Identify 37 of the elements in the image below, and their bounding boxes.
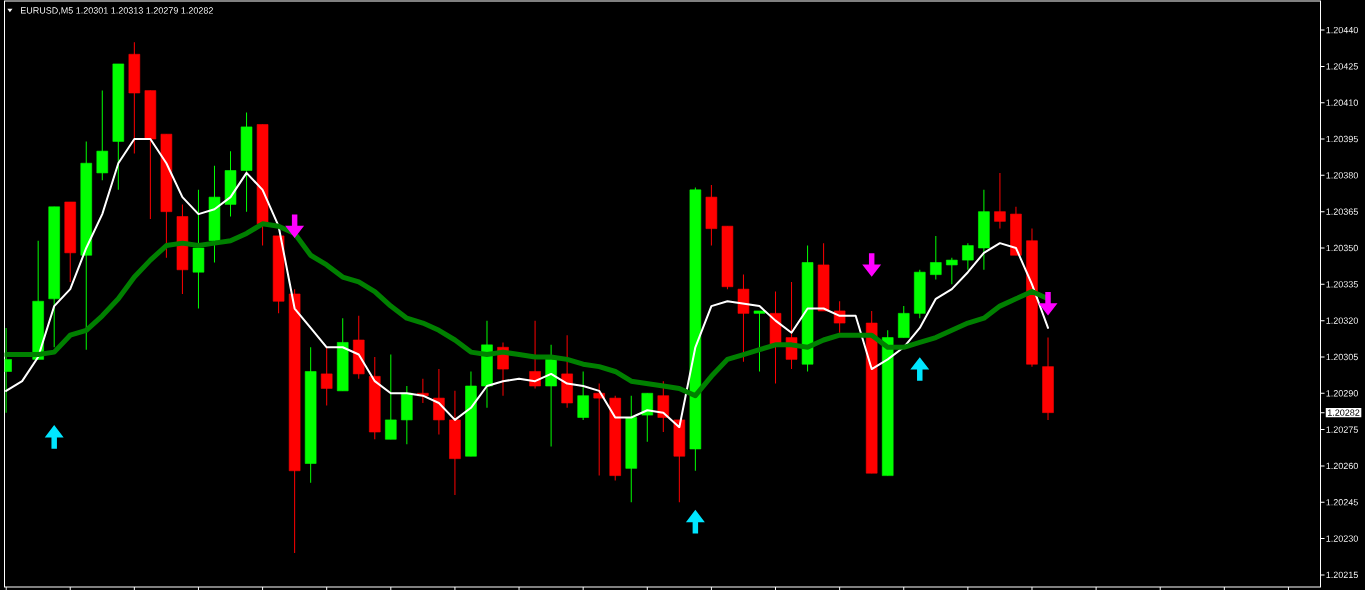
y-tick-label: 1.20440: [1326, 26, 1358, 34]
y-tick-label: 1.20215: [1326, 571, 1358, 579]
y-tick-label: 1.20290: [1326, 390, 1358, 397]
y-tick-label: 1.20245: [1326, 499, 1358, 506]
point: [862, 253, 882, 277]
point: [910, 357, 930, 381]
y-tick-label: 1.20395: [1326, 135, 1358, 143]
y-tick-label: 1.20425: [1326, 63, 1358, 70]
y-tick-label: 1.20365: [1326, 208, 1358, 215]
y-tick-label: 1.20335: [1326, 281, 1358, 288]
candlestick: [930, 235, 942, 280]
candlestick: [577, 370, 589, 421]
point: [285, 214, 305, 238]
candlestick: [385, 354, 397, 440]
candlestick: [320, 346, 333, 406]
candlestick: [994, 172, 1006, 230]
y-tick-label: 1.20380: [1326, 172, 1358, 179]
y-tick-label: 1.20260: [1326, 462, 1358, 470]
y-tick-label: 1.20305: [1326, 353, 1358, 361]
y-tick-label: 1.20350: [1326, 244, 1358, 252]
point: [44, 425, 64, 449]
candlestick: [946, 257, 958, 285]
y-tick-label: 1.20230: [1326, 535, 1358, 542]
y-tick-label: 1.20410: [1326, 99, 1358, 106]
y-tick-label: 1.20275: [1326, 426, 1358, 433]
candlestick: [753, 310, 766, 372]
candlestick: [433, 368, 445, 435]
candlestick: [657, 380, 670, 433]
text: EURUSD,M5 1.20301 1.20313 1.20279 1.20282: [21, 7, 213, 15]
y-tick-label: 1.20320: [1326, 317, 1358, 324]
candlestick: [593, 383, 605, 477]
candlestick: [641, 392, 654, 443]
candlestick: [962, 242, 974, 271]
point: [1038, 291, 1058, 316]
point: [685, 509, 705, 534]
candlestick: [96, 90, 109, 181]
y-tick-label: 1.20282: [1327, 409, 1360, 416]
